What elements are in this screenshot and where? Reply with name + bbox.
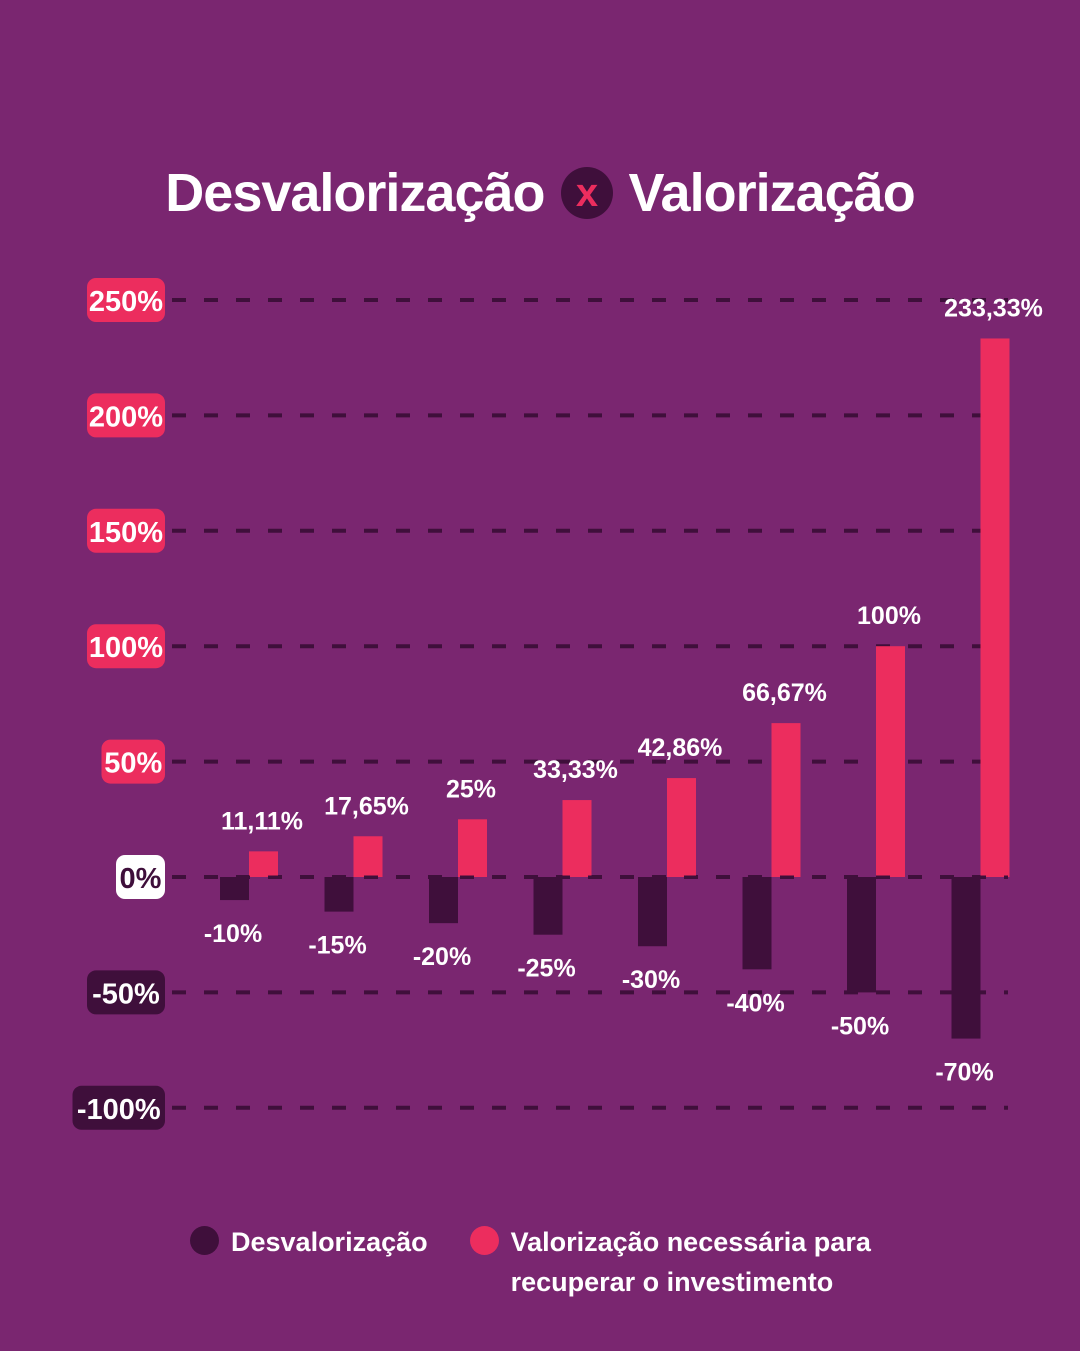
bar-depreciation: [638, 877, 667, 947]
data-label-appreciation: 17,65%: [324, 792, 409, 820]
chart-title: Desvalorização x Valorização: [0, 158, 1080, 228]
title-left: Desvalorização: [165, 163, 545, 223]
bar-appreciation: [562, 800, 592, 877]
data-label-depreciation: -30%: [622, 966, 680, 994]
y-tick-label: 100%: [89, 632, 163, 664]
bar-depreciation: [429, 877, 458, 924]
data-label-appreciation: 33,33%: [533, 756, 618, 784]
bar-appreciation: [458, 819, 487, 877]
data-label-appreciation: 11,11%: [221, 807, 303, 835]
data-label-appreciation: 25%: [446, 775, 496, 803]
data-label-appreciation: 66,67%: [742, 679, 827, 707]
bar-depreciation: [533, 877, 563, 935]
data-label-depreciation: -10%: [204, 920, 262, 948]
bar-depreciation: [742, 877, 772, 970]
data-label-depreciation: -15%: [308, 932, 366, 960]
bar-appreciation: [771, 723, 801, 877]
y-tick-pill: [116, 855, 165, 899]
title-right: Valorização: [628, 163, 916, 223]
bar-appreciation: [667, 778, 696, 877]
data-label-appreciation: 42,86%: [638, 734, 723, 762]
bar-appreciation: [876, 646, 905, 877]
bar-appreciation: [249, 851, 278, 877]
data-label-appreciation: 100%: [857, 602, 921, 630]
data-label-appreciation: 233,33%: [944, 294, 1043, 322]
legend-label-appreciation: Valorização necessária para recuperar o …: [510, 1227, 871, 1297]
legend-item-depreciation: Desvalorização: [190, 1222, 428, 1302]
y-tick-pill: [72, 1085, 165, 1130]
bar-depreciation: [324, 877, 354, 912]
y-tick-label: -100%: [77, 1094, 161, 1126]
bar-chart: 250% 200% 150% 100% 50% 0% -50% -100% -10% 11,11%…: [72, 278, 1043, 1130]
data-label-depreciation: -70%: [935, 1059, 993, 1087]
bar-appreciation: [980, 338, 1010, 877]
legend-swatch-appreciation: [469, 1226, 499, 1255]
y-tick-label: 0%: [120, 863, 162, 895]
data-label-depreciation: -40%: [726, 989, 784, 1017]
y-tick-label: -50%: [92, 978, 160, 1010]
bar-depreciation: [951, 877, 981, 1039]
y-tick-label: 50%: [104, 748, 162, 780]
legend-label-depreciation: Desvalorização: [231, 1227, 428, 1257]
y-tick-pill: [101, 739, 165, 784]
y-tick-pill: [87, 970, 165, 1015]
data-label-depreciation: -25%: [517, 955, 575, 983]
data-label-depreciation: -20%: [413, 943, 471, 971]
legend-item-appreciation: Valorização necessária para recuperar o …: [469, 1222, 891, 1302]
y-tick-label: 150%: [89, 517, 163, 549]
y-tick-label: 250%: [89, 286, 163, 318]
y-tick-label: 200%: [89, 401, 163, 433]
title-separator-badge: x: [560, 167, 613, 219]
bar-depreciation: [220, 877, 249, 901]
bar-depreciation: [847, 877, 876, 993]
y-tick-pill: [87, 278, 165, 322]
legend-swatch-depreciation: [190, 1226, 219, 1255]
y-tick-pill: [87, 624, 165, 669]
y-tick-pill: [87, 393, 165, 438]
y-tick-pill: [87, 508, 165, 553]
data-label-depreciation: -50%: [831, 1012, 889, 1040]
legend: Desvalorização Valorização necessária pa…: [190, 1222, 891, 1302]
bar-appreciation: [353, 836, 383, 877]
